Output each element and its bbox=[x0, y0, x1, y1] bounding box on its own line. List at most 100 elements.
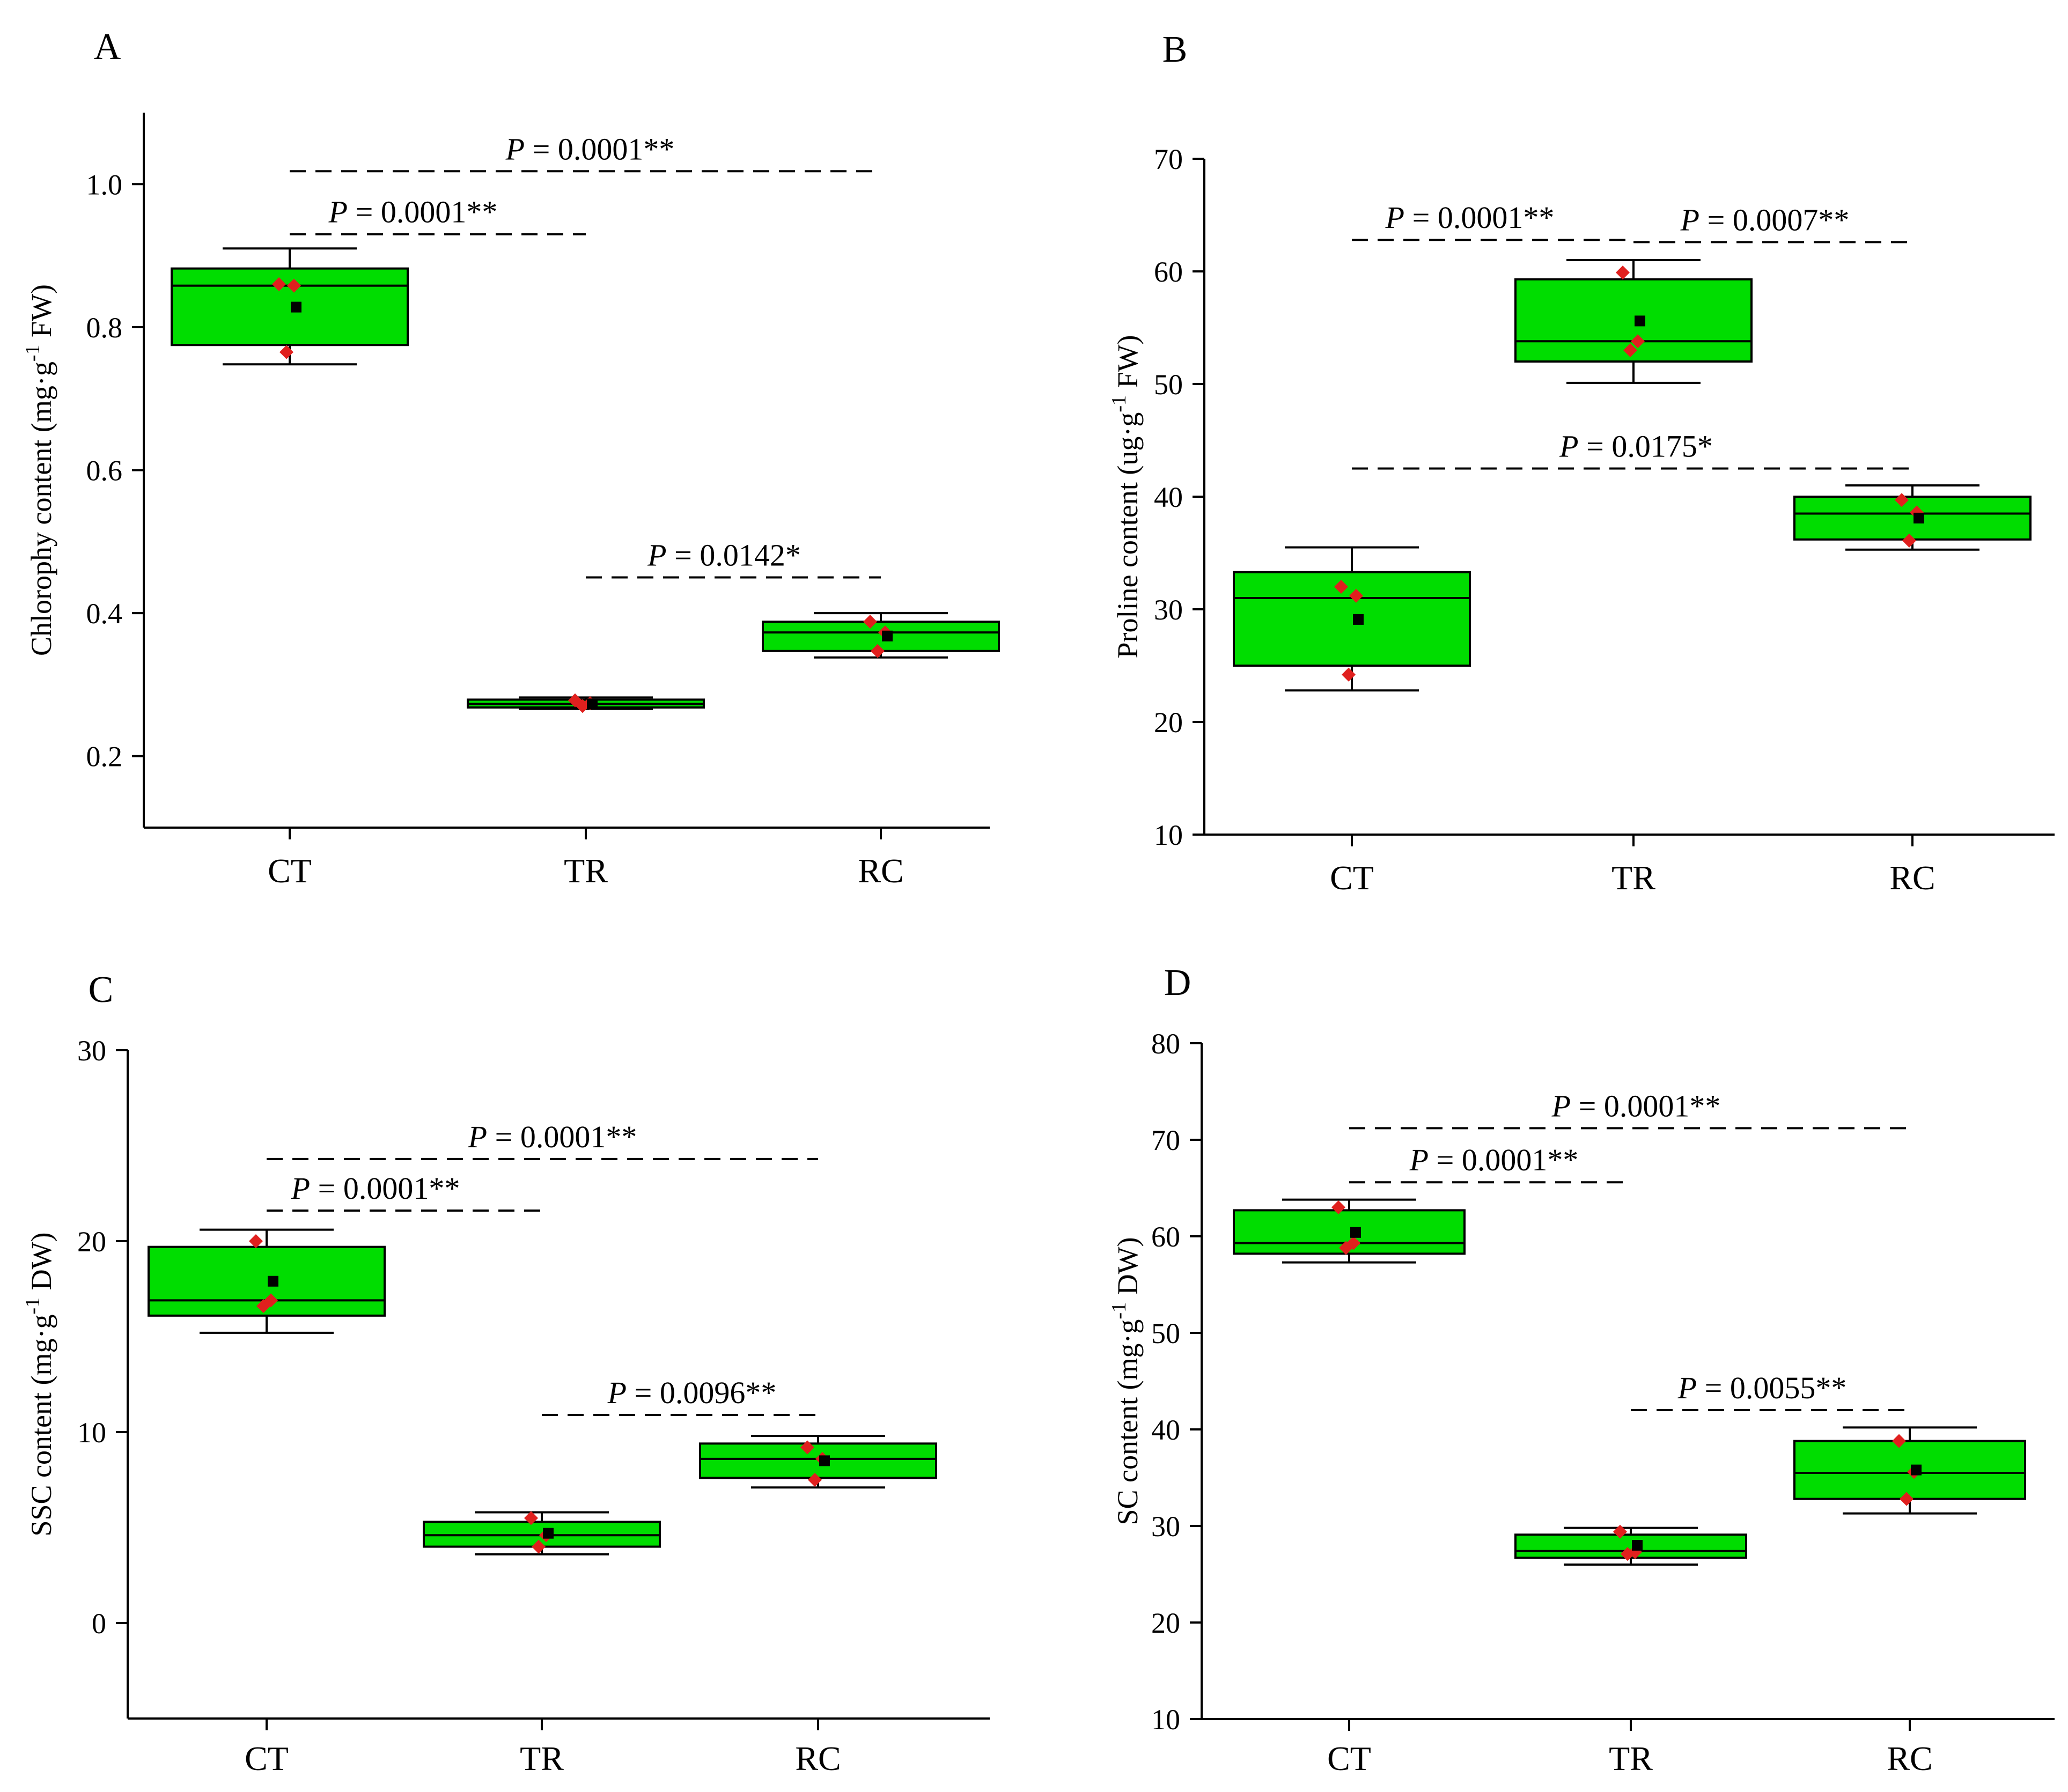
y-tick-label: 20 bbox=[1154, 706, 1183, 739]
iqr-box bbox=[171, 267, 409, 346]
y-tick-label: 20 bbox=[77, 1226, 106, 1258]
significance-label: P = 0.0001** bbox=[505, 131, 675, 166]
significance-label: P = 0.0001** bbox=[291, 1171, 460, 1206]
x-tick-label-ct: CT bbox=[1327, 1739, 1371, 1778]
mean-marker bbox=[268, 1275, 278, 1287]
y-tick-label: 20 bbox=[1151, 1607, 1180, 1639]
y-tick-label: 50 bbox=[1151, 1317, 1180, 1349]
data-point bbox=[279, 345, 293, 359]
box-rc bbox=[1793, 1426, 2026, 1515]
data-point bbox=[1342, 667, 1356, 682]
box-ct bbox=[171, 247, 409, 366]
data-point bbox=[249, 1234, 263, 1248]
data-point bbox=[800, 1440, 814, 1455]
box-ct bbox=[1233, 546, 1471, 692]
y-axis-title: SC content (mg·g-1 DW) bbox=[1108, 1237, 1144, 1525]
mean-marker bbox=[1911, 1464, 1922, 1476]
mean-marker bbox=[1632, 1540, 1643, 1551]
y-axis-title: SSC content (mg·g-1 DW) bbox=[21, 1232, 57, 1536]
significance-label: P = 0.0096** bbox=[607, 1375, 777, 1410]
data-point bbox=[256, 1299, 270, 1314]
y-tick-label: 60 bbox=[1154, 256, 1183, 288]
mean-marker bbox=[882, 630, 893, 641]
y-tick-label: 30 bbox=[1154, 594, 1183, 626]
data-point bbox=[576, 699, 590, 713]
mean-marker bbox=[1914, 512, 1924, 523]
y-tick-label: 0 bbox=[92, 1607, 106, 1640]
box-rc bbox=[1793, 484, 2032, 551]
y-tick-label: 70 bbox=[1151, 1124, 1180, 1156]
y-tick-label: 0.6 bbox=[86, 455, 123, 487]
iqr-box bbox=[1233, 1209, 1466, 1255]
mean-marker bbox=[543, 1528, 554, 1539]
significance-label: P = 0.0142* bbox=[647, 537, 801, 572]
y-tick-label: 10 bbox=[1151, 1703, 1180, 1736]
box-ct bbox=[1233, 1198, 1466, 1264]
box-rc bbox=[699, 1435, 937, 1489]
y-tick-label: 10 bbox=[77, 1417, 106, 1449]
data-point bbox=[1621, 1547, 1635, 1561]
data-point bbox=[1616, 266, 1630, 280]
data-point bbox=[1349, 588, 1363, 603]
y-tick-label: 40 bbox=[1154, 481, 1183, 513]
data-point bbox=[1613, 1524, 1627, 1539]
x-tick-label-rc: RC bbox=[858, 852, 903, 890]
x-tick-label-tr: TR bbox=[1611, 859, 1655, 897]
chart-panel-b: B 10 20 30 40 50 60 70 CT TR RC Proline content (ug… bbox=[1108, 29, 2055, 897]
mean-marker bbox=[291, 301, 301, 313]
x-tick-label-ct: CT bbox=[245, 1739, 289, 1778]
mean-marker bbox=[1350, 1227, 1361, 1238]
iqr-box bbox=[1233, 571, 1471, 667]
y-tick-label: 70 bbox=[1154, 143, 1183, 175]
y-tick-label: 0.8 bbox=[86, 312, 123, 344]
x-tick-label-rc: RC bbox=[795, 1739, 841, 1778]
data-point bbox=[1331, 1200, 1345, 1214]
significance-label: P = 0.0175* bbox=[1559, 429, 1713, 464]
y-tick-label: 0.2 bbox=[86, 741, 123, 773]
chart-panel-c: C 0 10 20 30 CT TR RC SSC content (mg·g-1 DW) P =… bbox=[21, 969, 990, 1778]
x-tick-label-rc: RC bbox=[1889, 859, 1935, 897]
iqr-box bbox=[762, 621, 1000, 652]
data-point bbox=[1900, 1492, 1914, 1506]
box-tr bbox=[1514, 259, 1753, 384]
mean-marker bbox=[819, 1455, 830, 1466]
panel-label: C bbox=[89, 969, 114, 1011]
box-tr bbox=[423, 1511, 661, 1555]
x-tick-label-rc: RC bbox=[1887, 1739, 1932, 1778]
y-axis-title: Chlorophy content (mg·g-1 FW) bbox=[21, 284, 57, 656]
data-point bbox=[1339, 1241, 1353, 1255]
data-point bbox=[871, 644, 885, 658]
y-tick-label: 40 bbox=[1151, 1414, 1180, 1446]
data-point bbox=[287, 278, 301, 293]
data-point bbox=[524, 1511, 538, 1525]
data-point bbox=[1631, 334, 1645, 349]
x-tick-label-tr: TR bbox=[1609, 1739, 1653, 1778]
iqr-box bbox=[1793, 496, 2032, 541]
significance-label: P = 0.0001** bbox=[1409, 1142, 1579, 1177]
y-tick-label: 1.0 bbox=[86, 168, 123, 201]
x-tick-label-tr: TR bbox=[520, 1739, 564, 1778]
chart-panel-d: D 10 20 30 40 50 60 70 80 CT TR RC SC content (mg·g-… bbox=[1108, 962, 2055, 1778]
significance-label: P = 0.0001** bbox=[468, 1119, 637, 1154]
panel-label: A bbox=[94, 26, 121, 68]
data-point bbox=[272, 277, 286, 291]
box-tr bbox=[467, 693, 705, 713]
data-point bbox=[1892, 1434, 1906, 1448]
mean-marker bbox=[587, 698, 598, 710]
y-tick-label: 80 bbox=[1151, 1028, 1180, 1060]
data-point bbox=[808, 1473, 822, 1487]
panel-label: D bbox=[1164, 962, 1191, 1004]
significance-label: P = 0.0001** bbox=[1551, 1088, 1721, 1123]
panel-label: B bbox=[1162, 29, 1188, 70]
data-point bbox=[1623, 343, 1637, 357]
x-tick-label-ct: CT bbox=[1330, 859, 1374, 897]
box-rc bbox=[762, 612, 1000, 659]
box-tr bbox=[1514, 1524, 1747, 1566]
y-tick-label: 0.4 bbox=[86, 598, 123, 630]
chart-panel-a: A 0.2 0.4 0.6 0.8 1.0 CT TR RC Chlorophy content … bbox=[21, 26, 1000, 890]
data-point bbox=[1334, 580, 1348, 594]
box-ct bbox=[148, 1228, 386, 1334]
data-point bbox=[863, 615, 877, 629]
mean-marker bbox=[1353, 614, 1364, 625]
